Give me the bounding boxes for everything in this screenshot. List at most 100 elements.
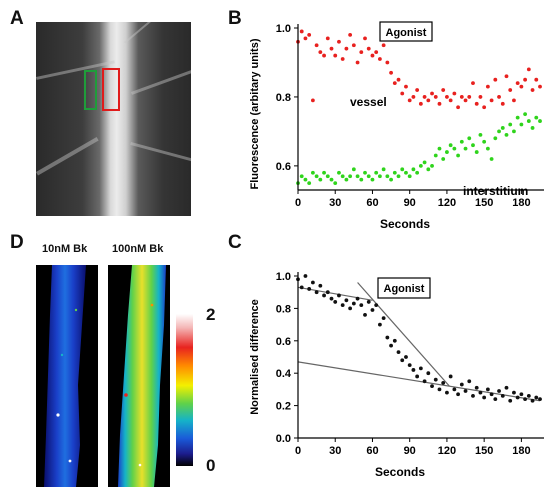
- interstitium-point: [508, 122, 513, 127]
- vessel-point: [303, 36, 308, 41]
- interstitium-point: [299, 174, 304, 179]
- series-point: [489, 392, 494, 397]
- series-point: [392, 338, 397, 343]
- vessel-point: [459, 95, 464, 99]
- series-point: [538, 397, 542, 402]
- interstitium-point: [500, 126, 505, 130]
- interstitium-point: [363, 170, 367, 175]
- vessel-point: [381, 43, 386, 48]
- interstitium-point: [474, 150, 479, 154]
- fit-line: [357, 282, 450, 387]
- vessel-point: [538, 84, 542, 89]
- interstitium-point: [370, 177, 375, 182]
- interstitium-point: [307, 181, 312, 186]
- vessel-point: [482, 105, 487, 110]
- vessel-point: [363, 36, 367, 41]
- series-point: [515, 395, 520, 400]
- vessel-point: [489, 98, 494, 103]
- interstitium-point: [355, 174, 360, 179]
- series-point: [411, 368, 416, 372]
- vessel-point: [325, 36, 330, 41]
- series-point: [471, 393, 475, 398]
- series-point: [504, 385, 509, 390]
- series-point: [508, 398, 513, 403]
- vessel-point: [299, 29, 304, 34]
- colorbar: [176, 314, 193, 466]
- interstitium-point: [314, 174, 319, 179]
- interstitium-point: [456, 153, 460, 158]
- vessel-point: [340, 57, 345, 61]
- interstitium-point: [523, 112, 528, 117]
- interstitium-point: [392, 170, 397, 175]
- series-point: [459, 382, 464, 387]
- vessel-point: [519, 84, 524, 89]
- vessel-point: [426, 98, 431, 103]
- vessel-point: [415, 88, 420, 92]
- series-point: [485, 387, 490, 392]
- interstitium-point: [322, 170, 326, 175]
- interstitium-point: [396, 174, 401, 179]
- vessel-point: [430, 91, 434, 96]
- interstitium-point: [374, 170, 379, 175]
- x-axis-label: Seconds: [375, 465, 425, 479]
- y-tick-label: 0.4: [276, 368, 292, 380]
- series-point: [381, 316, 386, 321]
- vessel-point: [433, 95, 438, 99]
- vessel-point: [478, 95, 483, 99]
- annotation-label: Agonist: [384, 283, 425, 295]
- vessel-point: [322, 53, 326, 58]
- series-point: [322, 293, 326, 298]
- colorbar-min-label: 0: [206, 456, 216, 475]
- y-tick-label: 0.2: [276, 401, 291, 413]
- series-point: [445, 390, 449, 395]
- interstitium-point: [422, 160, 427, 165]
- vessel-micrograph: [36, 22, 191, 216]
- vessel-point: [307, 32, 312, 37]
- vessel-point: [437, 101, 442, 106]
- series-point: [389, 343, 393, 348]
- interstitium-point: [310, 170, 315, 175]
- panel-letter-a: A: [10, 8, 24, 29]
- y-axis-label: Fluorescence (arbitary units): [249, 38, 261, 189]
- vessel-point: [463, 98, 468, 103]
- interstitium-point: [493, 136, 498, 141]
- interstitium-point: [437, 146, 442, 151]
- y-tick-label: 1.0: [276, 23, 291, 35]
- vessel-point: [351, 43, 356, 48]
- vessel-point: [504, 74, 509, 79]
- vessel-point: [411, 95, 416, 99]
- series-point: [337, 293, 341, 298]
- vessel-point: [471, 81, 475, 86]
- annotation-label: Agonist: [386, 27, 427, 39]
- x-axis-label: Seconds: [380, 217, 430, 231]
- series-point: [348, 306, 353, 311]
- interstitium-point: [445, 150, 449, 154]
- interstitium-point: [497, 129, 501, 134]
- y-axis-label: Normalised difference: [249, 299, 261, 415]
- series-point: [407, 363, 412, 367]
- interstitium-point: [378, 174, 382, 179]
- series-point: [310, 280, 315, 285]
- panel-letter-c: C: [228, 232, 242, 253]
- interstitium-point: [538, 119, 542, 123]
- vessel-point: [344, 46, 349, 51]
- interstitium-point: [515, 115, 520, 120]
- vessel-point: [512, 98, 516, 103]
- interstitium-point: [448, 143, 453, 148]
- interstitium-point: [426, 167, 431, 172]
- interstitium-point: [430, 163, 434, 168]
- vessel-point: [493, 77, 498, 82]
- vessel-point: [500, 101, 505, 106]
- vessel-point: [422, 95, 427, 99]
- series-point: [456, 392, 460, 397]
- series-point: [418, 366, 423, 371]
- vessel-point: [467, 95, 472, 99]
- vessel-point: [355, 60, 360, 65]
- interstitium-point: [389, 177, 393, 182]
- series-point: [329, 296, 334, 301]
- series-point: [333, 300, 338, 304]
- interstitium-point: [478, 132, 483, 137]
- vessel-point: [329, 46, 334, 51]
- series-point: [497, 389, 501, 393]
- vessel-point: [400, 91, 405, 96]
